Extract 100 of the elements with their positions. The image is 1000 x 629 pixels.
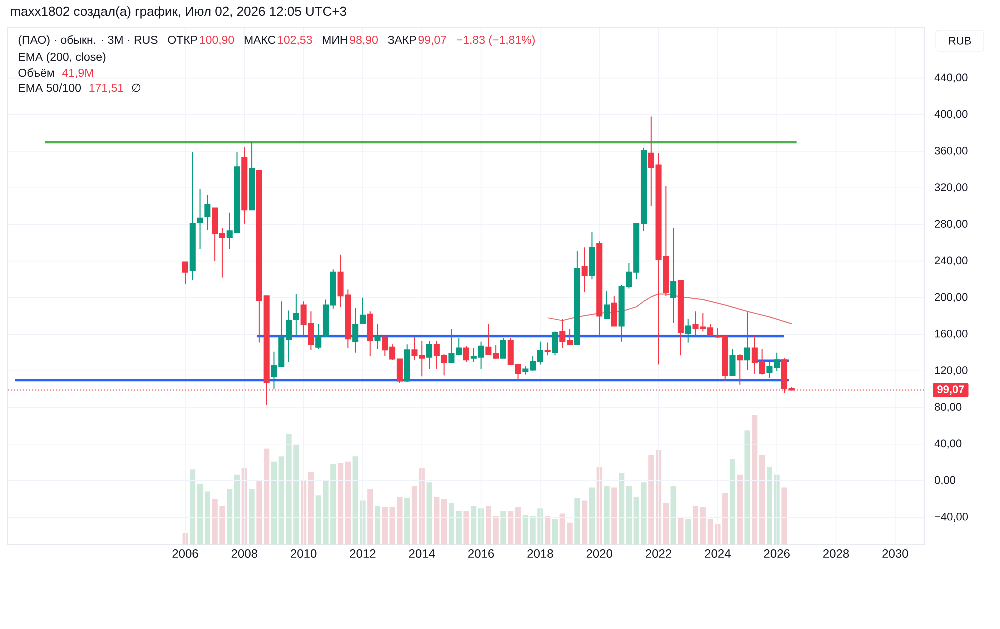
bar bbox=[234, 474, 240, 545]
bar bbox=[190, 470, 196, 545]
bar bbox=[271, 462, 278, 545]
bar bbox=[582, 500, 588, 545]
bar bbox=[456, 511, 462, 545]
y-tick-label: 280,00 bbox=[935, 220, 968, 230]
bar bbox=[197, 484, 204, 545]
annotation: 171,51 bbox=[90, 84, 124, 94]
candlestick bbox=[611, 296, 618, 327]
bar bbox=[670, 486, 676, 545]
candlestick bbox=[197, 188, 204, 250]
candlestick bbox=[685, 318, 692, 344]
annotation: EMA 50/100 bbox=[19, 84, 82, 92]
bar bbox=[737, 474, 743, 545]
bar bbox=[766, 467, 773, 545]
bar bbox=[700, 507, 706, 545]
candlestick bbox=[249, 142, 256, 211]
annotation: 102,53 bbox=[278, 36, 312, 46]
annotation: 41,9M bbox=[62, 68, 94, 78]
y-tick-label: 440,00 bbox=[934, 74, 968, 83]
y-tick-label: 80,00 bbox=[935, 403, 962, 412]
candlestick bbox=[293, 294, 300, 336]
bar bbox=[397, 496, 403, 545]
bar bbox=[256, 480, 262, 545]
bar bbox=[368, 489, 374, 545]
annotation: 100,90 bbox=[200, 36, 234, 46]
bar bbox=[204, 492, 210, 545]
annotation: ЗАКР bbox=[388, 36, 416, 44]
bar bbox=[692, 506, 699, 545]
bar bbox=[464, 511, 470, 545]
bar bbox=[278, 456, 284, 545]
candlestick bbox=[582, 247, 588, 293]
annotation: Объём bbox=[18, 68, 54, 78]
x-tick-label: 2014 bbox=[409, 550, 436, 558]
candlestick bbox=[574, 250, 580, 346]
candlestick bbox=[670, 228, 677, 324]
bar bbox=[508, 511, 514, 545]
y-tick-label: 320,00 bbox=[934, 184, 968, 193]
candlestick bbox=[204, 194, 211, 231]
candlestick bbox=[360, 297, 366, 324]
bar bbox=[552, 519, 558, 545]
bar bbox=[678, 518, 684, 545]
bar bbox=[442, 500, 448, 545]
candlestick bbox=[678, 280, 684, 356]
candlestick bbox=[404, 344, 410, 383]
bar bbox=[589, 488, 596, 545]
bar bbox=[227, 489, 233, 545]
y-tick-label: 200,00 bbox=[935, 293, 968, 302]
candlestick bbox=[500, 338, 506, 359]
x-tick-label: 2018 bbox=[528, 550, 554, 558]
bar bbox=[782, 488, 788, 545]
x-tick-label: 2024 bbox=[705, 550, 731, 558]
bar bbox=[722, 493, 728, 545]
bar bbox=[338, 463, 344, 545]
candlestick bbox=[596, 240, 603, 336]
x-tick-label: 2026 bbox=[764, 550, 790, 558]
y-tick-label: 400,00 bbox=[934, 110, 968, 120]
candlestick bbox=[604, 291, 610, 320]
x-tick-label: 2008 bbox=[232, 550, 258, 558]
annotation: 98,90 bbox=[350, 36, 378, 46]
bar bbox=[434, 496, 440, 545]
bar bbox=[448, 503, 455, 545]
bar bbox=[308, 472, 314, 545]
y-tick-label: −40,00 bbox=[935, 513, 968, 522]
candlestick bbox=[367, 311, 374, 357]
y-tick-label: 0,00 bbox=[934, 476, 956, 486]
bar bbox=[752, 415, 758, 545]
bar bbox=[663, 503, 669, 545]
text: RUB bbox=[949, 37, 972, 45]
bar bbox=[760, 455, 766, 545]
candlestick bbox=[552, 331, 558, 356]
text: (ПАО) · обыкн. · 3М · RUS bbox=[18, 36, 158, 46]
y-tick-label: 360,00 bbox=[934, 146, 968, 156]
bar bbox=[264, 448, 270, 545]
bar bbox=[500, 511, 506, 545]
candlestick bbox=[730, 348, 736, 376]
x-tick-label: 2030 bbox=[882, 550, 908, 558]
annotation: МИН bbox=[323, 36, 348, 44]
x-tick-label: 2006 bbox=[172, 550, 198, 558]
y-tick-label: 40,00 bbox=[934, 440, 962, 449]
candlestick bbox=[352, 308, 359, 354]
bar bbox=[345, 462, 351, 545]
bar bbox=[382, 507, 388, 545]
x-tick-label: 2020 bbox=[586, 550, 612, 558]
bar bbox=[560, 514, 566, 545]
candlestick bbox=[463, 346, 470, 362]
x-tick-label: 2028 bbox=[824, 550, 850, 558]
ref-line-label: 99,07 bbox=[938, 386, 964, 395]
bar bbox=[744, 430, 750, 545]
bar bbox=[522, 515, 528, 545]
y-tick-label: 120,00 bbox=[935, 366, 968, 376]
bar bbox=[412, 486, 418, 545]
candlestick bbox=[744, 312, 751, 371]
candlestick bbox=[426, 340, 433, 370]
candlestick bbox=[737, 354, 744, 386]
annotation: 99,07 bbox=[418, 36, 446, 46]
x-tick-label: 2022 bbox=[646, 550, 672, 558]
annotation: EMA (200, close) bbox=[19, 52, 106, 64]
candlestick bbox=[589, 232, 596, 280]
line-series bbox=[547, 294, 792, 325]
